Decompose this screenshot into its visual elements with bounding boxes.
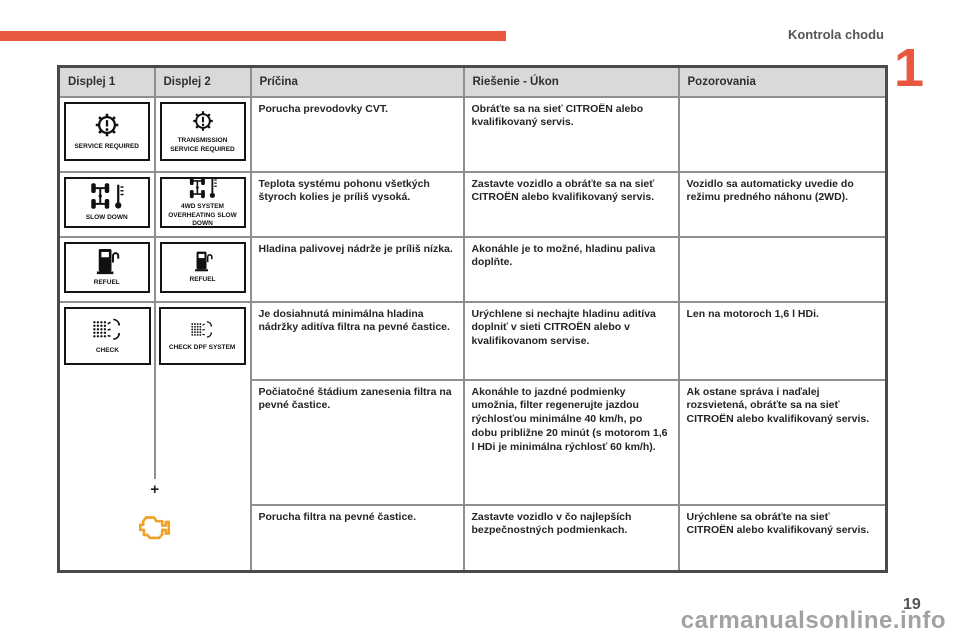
display-label: SLOW DOWN xyxy=(85,214,128,222)
column-divider xyxy=(153,303,156,479)
warning-display-box: CHECK DPF SYSTEM xyxy=(158,306,246,365)
cause-cell: Teplota systému pohonu všetkých štyroch … xyxy=(249,170,465,238)
solution-cell: Zastavte vozidlo v čo najlepších bezpečn… xyxy=(462,503,680,573)
header-display1: Displej 1 xyxy=(57,65,156,98)
table-header-row: Displej 1 Displej 2 Príčina Riešenie - Ú… xyxy=(57,65,888,98)
solution-cell: Obráťte sa na sieť CITROËN alebo kvalifi… xyxy=(462,95,680,173)
page-number: 19 xyxy=(903,596,921,613)
header-cause: Príčina xyxy=(249,65,465,98)
observations-cell xyxy=(677,95,888,173)
dpf-particle-filter-icon xyxy=(89,316,125,344)
section-title: Kontrola chodu xyxy=(787,27,884,42)
chapter-number: 1 xyxy=(894,38,925,98)
table-row: SLOW DOWN xyxy=(57,170,888,238)
engine-warning-icon xyxy=(133,513,171,541)
header-observations: Pozorovania xyxy=(677,65,888,98)
display-label: TRANSMISSION SERVICE REQUIRED xyxy=(170,137,235,153)
warning-display-box: TRANSMISSION SERVICE REQUIRED xyxy=(159,101,246,161)
display-label: SERVICE REQUIRED xyxy=(74,143,140,151)
display-label: CHECK xyxy=(95,346,119,354)
display1-cell: SLOW DOWN xyxy=(57,170,156,238)
table-row: Počiatočné štádium zanesenia filtra na p… xyxy=(59,378,888,506)
display-label: REFUEL xyxy=(189,276,216,284)
observations-cell: Len na motoroch 1,6 l HDi. xyxy=(677,300,888,381)
display2-cell: REFUEL xyxy=(153,235,252,303)
cause-cell: Porucha filtra na pevné častice. xyxy=(249,503,465,573)
warning-display-box: REFUEL xyxy=(159,241,246,293)
header-display2: Displej 2 xyxy=(153,65,252,98)
plus-symbol: + xyxy=(150,480,160,498)
solution-cell: Akonáhle je to možné, hladinu paliva dop… xyxy=(462,235,680,303)
4wd-drivetrain-temperature-icon xyxy=(89,181,125,211)
solution-cell: Zastavte vozidlo a obráťte sa na sieť CI… xyxy=(462,170,680,238)
display1-cell: SERVICE REQUIRED xyxy=(57,95,156,173)
dpf-particle-filter-icon xyxy=(189,319,215,341)
watermark: carmanualsonline.info xyxy=(680,607,946,634)
display-label: 4WD SYSTEM OVERHEATING SLOW DOWN xyxy=(168,203,237,228)
accent-bar xyxy=(0,31,506,41)
warning-display-box: CHECK xyxy=(64,306,151,365)
cause-cell: Je dosiahnutá minimálna hladina nádržky … xyxy=(249,300,465,381)
display2-cell: 4WD SYSTEM OVERHEATING SLOW DOWN xyxy=(153,170,252,238)
warning-display-box: SLOW DOWN xyxy=(64,176,150,228)
display-label: REFUEL xyxy=(93,279,120,287)
observations-cell: Ak ostane správa i naďalej rozsvietená, … xyxy=(677,378,888,506)
table-row: SERVICE REQUIRED xyxy=(57,95,888,173)
display2-cell: TRANSMISSION SERVICE REQUIRED xyxy=(153,95,252,173)
table-row: CHECK xyxy=(57,300,888,573)
cause-cell: Počiatočné štádium zanesenia filtra na p… xyxy=(249,378,465,506)
display-label: CHECK DPF SYSTEM xyxy=(168,343,236,351)
warning-display-box: REFUEL xyxy=(64,241,150,293)
4wd-drivetrain-temperature-icon xyxy=(188,175,218,200)
warning-lights-table: Displej 1 Displej 2 Príčina Riešenie - Ú… xyxy=(57,65,888,573)
header-solution: Riešenie - Úkon xyxy=(462,65,680,98)
warning-display-box: SERVICE REQUIRED xyxy=(64,101,150,161)
warning-display-box: 4WD SYSTEM OVERHEATING SLOW DOWN xyxy=(159,175,246,228)
table-row: REFUEL REFUEL Hladina palivo xyxy=(57,235,888,303)
fuel-pump-icon xyxy=(193,249,213,273)
observations-cell xyxy=(677,235,888,303)
cause-cell: Hladina palivovej nádrže je príliš nízka… xyxy=(249,235,465,303)
display1-cell: REFUEL xyxy=(57,235,156,303)
service-gear-warning-icon xyxy=(190,108,216,134)
solution-cell: Akonáhle to jazdné podmienky umožnia, fi… xyxy=(462,378,680,506)
observations-cell: Vozidlo sa automaticky uvedie do režimu … xyxy=(677,170,888,238)
display-merged-cell: CHECK xyxy=(57,300,252,573)
cause-cell: Porucha prevodovky CVT. xyxy=(249,95,465,173)
table-row: Porucha filtra na pevné častice. Zastavt… xyxy=(59,503,888,573)
solution-cell: Urýchlene si nechajte hladinu aditíva do… xyxy=(462,300,680,381)
service-gear-warning-icon xyxy=(92,110,122,140)
fuel-pump-icon xyxy=(94,246,120,276)
observations-cell: Urýchlene sa obráťte na sieť CITROËN ale… xyxy=(677,503,888,573)
